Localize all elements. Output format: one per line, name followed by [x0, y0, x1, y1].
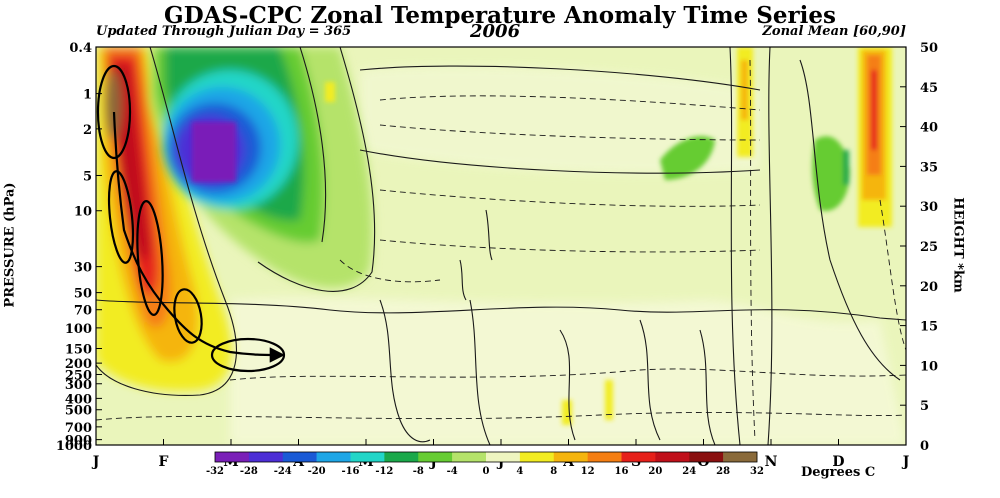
- pressure-tick-label: 30: [74, 261, 92, 276]
- pressure-tick-label: 70: [74, 304, 92, 319]
- colorbar-swatch: [723, 452, 758, 462]
- colorbar-level-label: 12: [581, 466, 595, 477]
- height-tick-label: 45: [920, 81, 938, 96]
- colorbar-swatch: [689, 452, 724, 462]
- colorbar-level-label: -24: [274, 466, 292, 477]
- yellow-spot-march: [325, 82, 335, 102]
- yellow-spot-august: [605, 380, 613, 420]
- colorbar-level-label: 16: [615, 466, 629, 477]
- pressure-tick-label: 1: [83, 88, 92, 103]
- x-tick-label: N: [765, 454, 778, 470]
- x-tick-label: J: [91, 454, 100, 470]
- colorbar-level-label: 28: [716, 466, 730, 477]
- annotation-ellipse-1: [96, 64, 132, 160]
- contour-lines-solid: [96, 47, 906, 445]
- pressure-tick-label: 150: [65, 342, 92, 357]
- colorbar-level-label: -20: [308, 466, 326, 477]
- colorbar-swatch: [655, 452, 690, 462]
- pressure-tick-label: 200: [65, 357, 92, 372]
- colorbar-swatch: [248, 452, 284, 462]
- x-tick-label: D: [832, 454, 844, 470]
- colorbar-swatch: [384, 452, 419, 462]
- colorbar-swatch: [553, 452, 588, 462]
- colorbar-border: [214, 451, 758, 463]
- colorbar-level-label: 8: [550, 466, 557, 477]
- pressure-tick-label: 500: [65, 404, 92, 419]
- green-patch-august: [660, 136, 715, 180]
- pressure-tick-label: 100: [65, 322, 92, 337]
- colorbar-level-label: -8: [413, 466, 424, 477]
- height-tick-label: 5: [920, 399, 929, 414]
- anomaly-field: [96, 47, 906, 445]
- colorbar-level-label: -32: [206, 466, 224, 477]
- colorbar-units-label: Degrees C: [801, 465, 875, 480]
- pressure-tick-label: 1000: [56, 439, 92, 454]
- chart-subtitle-zonal-mean: Zonal Mean [60,90]: [762, 24, 906, 39]
- pressure-tick-label: 10: [74, 205, 92, 220]
- colorbar-level-label: 20: [648, 466, 662, 477]
- x-tick-label: J: [901, 454, 910, 470]
- colorbar-level-label: -12: [375, 466, 393, 477]
- colorbar-swatch: [316, 452, 351, 462]
- x-tick-label: F: [159, 454, 169, 470]
- chart-subtitle-updated: Updated Through Julian Day = 365: [96, 24, 352, 39]
- pressure-tick-label: 5: [83, 169, 92, 184]
- height-tick-label: 35: [920, 160, 938, 175]
- height-tick-label: 30: [920, 200, 938, 215]
- colorbar-level-label: 0: [483, 466, 490, 477]
- annotation-ellipse-2: [107, 170, 135, 264]
- pressure-tick-label: 700: [65, 421, 92, 436]
- green-patch-november-core: [843, 150, 849, 185]
- pressure-tick-label: 50: [74, 287, 92, 302]
- colorbar-level-label: 24: [682, 466, 696, 477]
- colorbar-level-label: 4: [516, 466, 523, 477]
- pressure-tick-label: 900: [65, 434, 92, 449]
- height-tick-label: 15: [920, 320, 938, 335]
- colorbar-swatch: [519, 452, 555, 462]
- colorbar-swatch: [452, 452, 487, 462]
- height-tick-label: 0: [920, 439, 929, 454]
- height-tick-label: 50: [920, 41, 938, 56]
- colorbar-swatch: [215, 452, 250, 462]
- pressure-tick-label: 250: [65, 368, 92, 383]
- colorbar-level-label: -4: [447, 466, 458, 477]
- chart-title: GDAS-CPC Zonal Temperature Anomaly Time …: [164, 2, 836, 29]
- colorbar-swatch: [587, 452, 622, 462]
- height-tick-label: 20: [920, 280, 938, 295]
- cold-anomaly-core: [192, 122, 236, 182]
- height-tick-label: 40: [920, 121, 938, 136]
- colorbar-level-label: 32: [750, 466, 764, 477]
- height-tick-label: 10: [920, 359, 938, 374]
- colorbar-swatch: [350, 452, 385, 462]
- warm-band-october-orange: [741, 60, 748, 120]
- colorbar-swatch: [418, 452, 453, 462]
- annotation-propagation-arrow: [112, 111, 286, 363]
- height-tick-label: 25: [920, 240, 938, 255]
- pressure-tick-label: 2: [83, 123, 92, 138]
- annotation-overlay: [96, 64, 286, 373]
- pressure-tick-label: 300: [65, 378, 92, 393]
- pressure-tick-label: 400: [65, 392, 92, 407]
- colorbar-level-label: -16: [341, 466, 359, 477]
- warm-band-december-red: [871, 70, 877, 150]
- green-patch-november: [812, 136, 850, 211]
- yellow-spot-july: [562, 400, 572, 425]
- contour-lines-dashed: [96, 59, 906, 441]
- colorbar-level-label: -28: [240, 466, 258, 477]
- chart-year: 2006: [470, 21, 521, 42]
- colorbar-swatch: [621, 452, 656, 462]
- colorbar-swatch: [486, 452, 521, 462]
- field-patch-pale-upper: [360, 66, 760, 174]
- annotation-ellipse-3: [136, 200, 164, 316]
- pressure-tick-label: 0.4: [69, 41, 92, 56]
- warm-anomaly-core-brown: [105, 70, 121, 140]
- colorbar-swatch: [282, 452, 317, 462]
